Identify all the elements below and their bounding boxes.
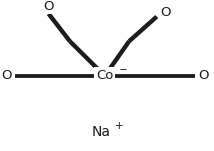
Text: Na: Na <box>92 125 111 139</box>
Text: Co: Co <box>96 69 113 82</box>
Text: O: O <box>160 6 171 19</box>
Text: +: + <box>115 121 124 131</box>
Text: O: O <box>43 0 54 13</box>
Text: O: O <box>198 69 209 82</box>
Text: −: − <box>119 65 128 75</box>
Text: O: O <box>1 69 11 82</box>
